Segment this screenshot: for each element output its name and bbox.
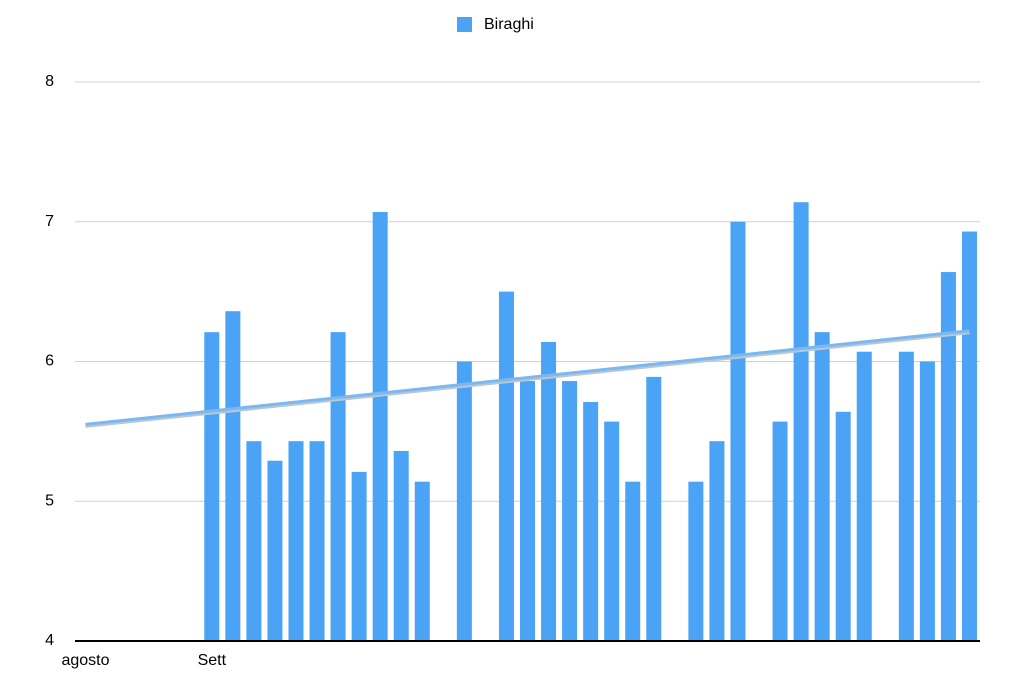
legend-label: Biraghi (484, 16, 534, 33)
y-tick-label: 7 (45, 213, 54, 230)
bar (267, 460, 283, 641)
trendline-shadow (85, 331, 970, 428)
bar (541, 341, 557, 641)
trendline (85, 329, 970, 426)
bar (772, 421, 788, 641)
bar (225, 311, 241, 641)
bar (961, 231, 977, 641)
bar (204, 332, 220, 641)
bar (330, 332, 346, 641)
x-tick-label: Sett (198, 652, 227, 669)
bar (498, 291, 514, 641)
x-tick-label: agosto (61, 652, 109, 669)
bar (688, 481, 704, 641)
y-tick-label: 8 (45, 73, 54, 90)
bar (562, 381, 578, 641)
bar (919, 361, 935, 641)
bar (814, 332, 830, 641)
bar (730, 221, 746, 641)
bar (709, 441, 725, 641)
bar (372, 211, 388, 641)
bar (583, 402, 599, 641)
bar (246, 441, 262, 641)
bar (288, 441, 304, 641)
bar (856, 351, 872, 641)
legend-swatch (457, 17, 472, 32)
bar (835, 411, 851, 641)
bar (646, 376, 662, 641)
bar (940, 272, 956, 641)
bar (604, 421, 620, 641)
y-tick-label: 4 (45, 632, 54, 649)
bar (520, 381, 535, 641)
bar (309, 441, 325, 641)
bar (898, 351, 914, 641)
bar (393, 450, 409, 641)
y-tick-label: 6 (45, 353, 54, 370)
bar (625, 481, 641, 641)
bar (414, 481, 430, 641)
bar (793, 202, 809, 641)
bar (456, 361, 472, 641)
bar (351, 471, 367, 641)
y-tick-label: 5 (45, 492, 54, 509)
